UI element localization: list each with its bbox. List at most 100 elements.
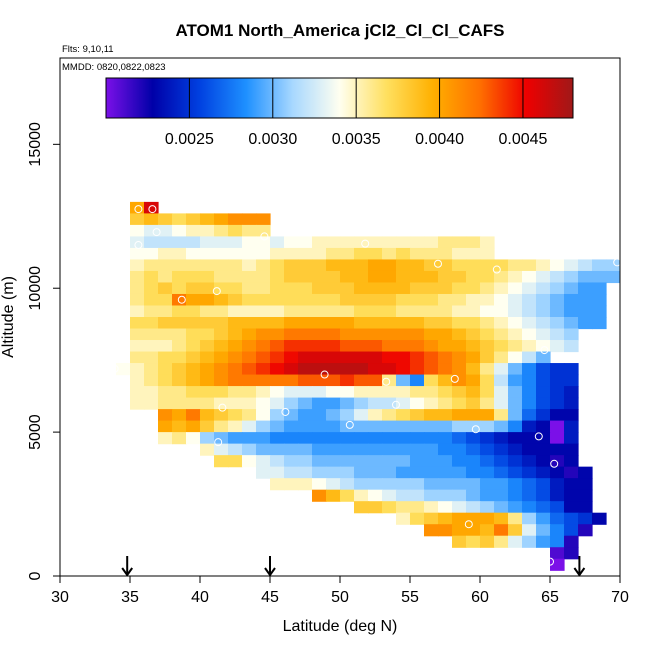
heatmap-cell (382, 386, 397, 399)
heatmap-cell (368, 282, 383, 295)
heatmap-cell (536, 524, 551, 537)
heatmap-cell (466, 259, 481, 272)
heatmap-cell (256, 259, 271, 272)
heatmap-cell (424, 466, 439, 479)
heatmap-cell (368, 247, 383, 261)
heatmap-cell (410, 259, 425, 272)
heatmap-cell (494, 374, 509, 387)
heatmap-cell (326, 386, 341, 399)
heatmap-cell (298, 397, 313, 410)
heatmap-cell (228, 213, 243, 226)
heatmap-cell (354, 317, 369, 330)
heatmap-cell (536, 397, 551, 410)
heatmap-cell (396, 466, 411, 479)
heatmap-cell (326, 466, 341, 479)
heatmap-cell (438, 236, 453, 249)
heatmap-cell (200, 397, 215, 410)
heatmap-cell (144, 317, 159, 330)
heatmap-cell (536, 351, 551, 364)
heatmap-cell (130, 386, 145, 399)
heatmap-cell (256, 236, 271, 249)
heatmap-cell (200, 443, 215, 456)
heatmap-cell (508, 409, 523, 422)
heatmap-cell (242, 305, 257, 318)
heatmap-cell (186, 293, 201, 307)
heatmap-cell (144, 374, 159, 387)
heatmap-cell (242, 351, 257, 364)
heatmap-cell (340, 489, 355, 502)
heatmap-cell (382, 432, 397, 445)
heatmap-cell (298, 409, 313, 422)
heatmap-cell (228, 386, 243, 399)
heatmap-cell (284, 317, 299, 330)
heatmap-cell (158, 420, 173, 433)
heatmap-cell (466, 466, 481, 479)
heatmap-cell (564, 489, 579, 502)
heatmap-cell (536, 386, 551, 399)
heatmap-cell (228, 374, 243, 387)
heatmap-cell (312, 374, 327, 387)
heatmap-cell (242, 259, 257, 272)
heatmap-cell (284, 328, 299, 341)
heatmap-cell (172, 247, 187, 261)
sample-circle (450, 374, 459, 383)
heatmap-cell (270, 443, 285, 456)
heatmap-cell (578, 524, 593, 537)
heatmap-cell (424, 478, 439, 491)
heatmap-cell (480, 443, 495, 456)
heatmap-cell (396, 305, 411, 318)
heatmap-cell (480, 282, 495, 295)
heatmap-cell (480, 305, 495, 318)
heatmap-cell (536, 409, 551, 422)
heatmap-cell (382, 247, 397, 261)
heatmap-cell (214, 420, 229, 433)
heatmap-cell (284, 409, 299, 422)
sample-circle (148, 205, 157, 214)
heatmap-cell (396, 259, 411, 272)
heatmap-cell (522, 282, 537, 295)
heatmap-cell (228, 270, 243, 284)
heatmap-cell (214, 282, 229, 295)
heatmap-cell (396, 340, 411, 353)
heatmap-cell (340, 236, 355, 249)
heatmap-cell (326, 247, 341, 261)
heatmap-cell (326, 328, 341, 341)
heatmap-cell (214, 213, 229, 226)
heatmap-cell (452, 351, 467, 364)
heatmap-cell (550, 293, 565, 307)
heatmap-cell (382, 409, 397, 422)
heatmap-cell (452, 512, 467, 525)
sample-circle (492, 265, 501, 274)
heatmap-cell (284, 443, 299, 456)
heatmap-cell (494, 363, 509, 376)
heatmap-cell (578, 282, 593, 295)
heatmap-cell (284, 340, 299, 353)
heatmap-cell (256, 351, 271, 364)
heatmap-cell (340, 305, 355, 318)
heatmap-cell (312, 317, 327, 330)
heatmap-cell (130, 213, 145, 226)
heatmap-cell (172, 282, 187, 295)
heatmap-cell (382, 293, 397, 307)
heatmap-cell (466, 443, 481, 456)
heatmap-cell (494, 259, 509, 272)
heatmap-cell (494, 512, 509, 525)
heatmap-cell (200, 363, 215, 376)
heatmap-cell (172, 363, 187, 376)
y-tick-label: 10000 (27, 266, 44, 311)
heatmap-cell (550, 524, 565, 537)
heatmap-cell (200, 351, 215, 364)
heatmap-cell (312, 247, 327, 261)
heatmap-cell (200, 236, 215, 249)
heatmap-cell (256, 293, 271, 307)
heatmap-cell (340, 374, 355, 387)
heatmap-cell (270, 386, 285, 399)
heatmap-cell (480, 524, 495, 537)
colorbar: 0.0025 0.0030 0.0035 0.0040 0.0045 (105, 77, 574, 148)
heatmap-cell (466, 535, 481, 548)
heatmap-cell (228, 224, 243, 238)
heatmap-cell (256, 213, 271, 226)
heatmap-cell (396, 317, 411, 330)
heatmap-cell (536, 363, 551, 376)
heatmap-cell (620, 259, 635, 271)
